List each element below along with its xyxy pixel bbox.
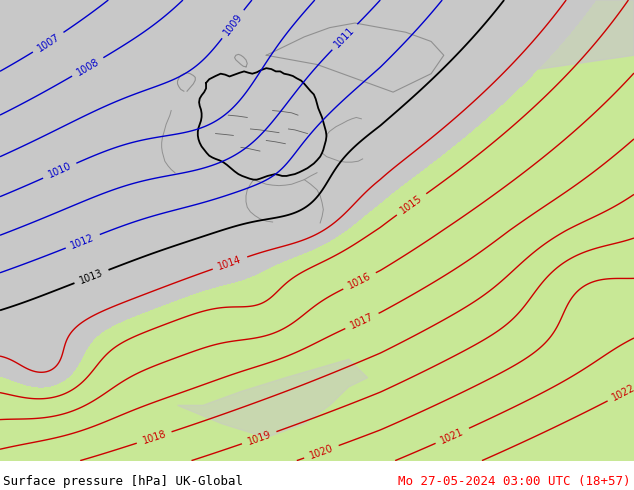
Text: 1022: 1022	[611, 382, 634, 403]
Text: 1009: 1009	[221, 11, 244, 37]
Polygon shape	[178, 359, 368, 438]
Text: 1013: 1013	[78, 268, 105, 286]
Text: 1016: 1016	[346, 271, 373, 291]
Text: 1014: 1014	[217, 254, 243, 272]
Text: 1020: 1020	[308, 443, 335, 461]
Text: 1007: 1007	[36, 31, 61, 53]
Text: Surface pressure [hPa] UK-Global: Surface pressure [hPa] UK-Global	[3, 474, 243, 488]
Text: 1012: 1012	[70, 232, 96, 250]
Text: 1017: 1017	[349, 311, 375, 331]
Text: 1011: 1011	[333, 24, 357, 49]
Polygon shape	[380, 0, 634, 69]
Text: 1021: 1021	[439, 426, 465, 445]
Text: 1015: 1015	[399, 193, 424, 216]
Polygon shape	[178, 37, 317, 83]
Text: Mo 27-05-2024 03:00 UTC (18+57): Mo 27-05-2024 03:00 UTC (18+57)	[398, 474, 631, 488]
Text: 1008: 1008	[75, 56, 101, 77]
Text: 1018: 1018	[141, 429, 167, 446]
Text: 1010: 1010	[46, 161, 73, 180]
Text: 1019: 1019	[246, 429, 273, 446]
